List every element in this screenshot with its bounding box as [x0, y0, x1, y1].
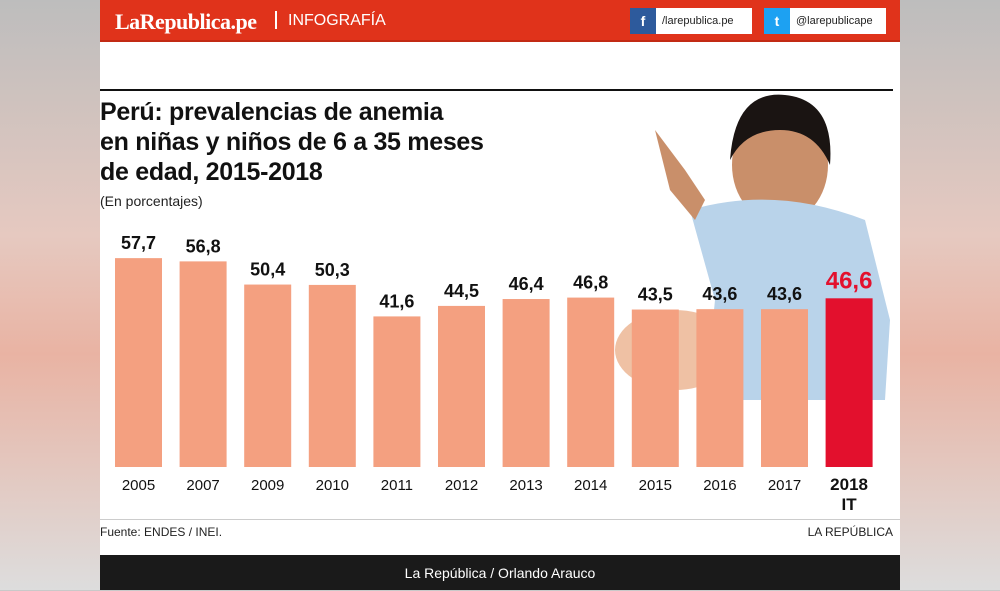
x-tick-label: 2016 — [703, 477, 736, 494]
data-label: 46,4 — [509, 274, 544, 294]
blurred-background-right — [900, 0, 1000, 590]
data-label: 41,6 — [379, 291, 414, 311]
data-label: 43,5 — [638, 285, 673, 305]
bar — [567, 297, 615, 467]
x-tick-label: 2012 — [445, 477, 478, 494]
bar — [373, 316, 421, 467]
facebook-handle: /larepublica.pe — [662, 15, 734, 27]
bar — [761, 309, 808, 467]
title-line: de edad, 2015-2018 — [100, 158, 323, 186]
x-tick-label: 2013 — [509, 477, 542, 494]
bar — [308, 284, 356, 467]
data-label: 46,8 — [573, 273, 608, 293]
bar — [825, 298, 873, 467]
x-tick-label: 2010 — [316, 477, 349, 494]
logo[interactable]: LaRepublica.pe — [115, 9, 257, 34]
photo-credit: La República / Orlando Arauco — [100, 555, 900, 590]
x-tick-label: 2009 — [251, 477, 284, 494]
chart-title: Perú: prevalencias de anemia en niñas y … — [100, 97, 484, 187]
data-label: 57,7 — [121, 233, 156, 253]
x-tick-label: 2005 — [122, 477, 155, 494]
data-label: 46,6 — [826, 267, 873, 294]
bar — [696, 309, 744, 467]
data-label: 43,6 — [767, 284, 802, 304]
data-label: 50,4 — [250, 260, 285, 280]
data-label: 43,6 — [702, 284, 737, 304]
divider — [275, 11, 277, 29]
bar — [115, 258, 162, 467]
bar — [502, 299, 550, 467]
bar — [244, 284, 292, 467]
facebook-icon: f — [630, 8, 656, 34]
x-tick-label: 2011 — [381, 477, 413, 494]
bar — [179, 261, 227, 467]
header: LaRepublica.pe INFOGRAFÍA f/larepublica.… — [100, 0, 900, 42]
title-line: en niñas y niños de 6 a 35 meses — [100, 128, 484, 156]
title-line: Perú: prevalencias de anemia — [100, 98, 444, 126]
source: Fuente: ENDES / INEI. — [100, 525, 223, 539]
bar — [438, 305, 485, 467]
chart-subtitle: (En porcentajes) — [100, 193, 203, 209]
twitter-icon: t — [764, 8, 790, 34]
bar-chart: 57,7 2005 56,8 2007 50,4 2009 50,3 2010 41,6 2011… — [115, 233, 873, 514]
section-label: INFOGRAFÍA — [288, 12, 386, 29]
x-tick-label: 2014 — [574, 477, 607, 494]
blurred-background-left — [0, 0, 100, 590]
footer-rule — [100, 519, 900, 520]
x-tick-label: 2017 — [768, 477, 801, 494]
x-tick-label: 2015 — [639, 477, 672, 494]
facebook-link[interactable]: f/larepublica.pe — [630, 8, 752, 34]
data-label: 44,5 — [444, 281, 479, 301]
data-label: 56,8 — [186, 236, 221, 256]
x-tick-label: IT — [842, 495, 858, 514]
infographic: LaRepublica.pe INFOGRAFÍA f/larepublica.… — [100, 0, 900, 590]
title-rule — [100, 89, 893, 91]
twitter-handle: @larepublicape — [796, 15, 873, 27]
bar — [631, 309, 679, 467]
brand-credit: LA REPÚBLICA — [807, 525, 893, 539]
data-label: 50,3 — [315, 260, 350, 280]
twitter-link[interactable]: t @larepublicape — [764, 8, 886, 34]
x-tick-label: 2007 — [186, 477, 219, 494]
x-tick-label: 2018 — [830, 475, 868, 494]
